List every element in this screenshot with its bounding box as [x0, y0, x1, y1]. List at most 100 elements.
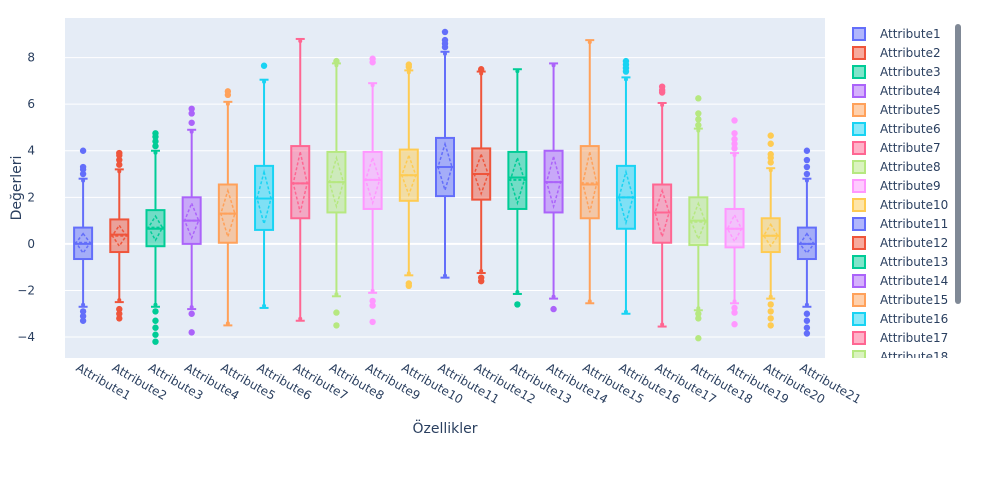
outlier-point — [116, 305, 123, 313]
outlier-point — [79, 147, 87, 154]
legend-item-attribute17[interactable]: Attribute17 — [852, 331, 948, 345]
legend-item-attribute14[interactable]: Attribute14 — [852, 274, 948, 288]
legend-item-attribute12[interactable]: Attribute12 — [852, 236, 948, 250]
outlier-point — [79, 163, 87, 171]
legend-label: Attribute17 — [880, 331, 948, 345]
outlier-point — [695, 315, 702, 322]
legend-swatch — [852, 331, 866, 345]
outlier-point — [767, 132, 774, 139]
outlier-point — [260, 62, 268, 69]
legend-label: Attribute8 — [880, 160, 941, 174]
y-tick-label: −4 — [17, 330, 35, 344]
legend-item-attribute9[interactable]: Attribute9 — [852, 179, 941, 193]
outlier-point — [477, 66, 485, 73]
legend-item-attribute6[interactable]: Attribute6 — [852, 122, 941, 136]
box-attribute15 — [579, 39, 600, 305]
outlier-point — [731, 135, 738, 143]
fence-point — [768, 168, 773, 173]
legend-swatch — [852, 217, 866, 231]
sd-diamond — [618, 169, 634, 226]
box-attribute2 — [109, 149, 130, 322]
outlier-point — [333, 322, 340, 329]
sd-diamond — [473, 152, 489, 196]
box-attribute12 — [471, 66, 492, 285]
outlier-point — [695, 310, 702, 317]
legend-item-attribute7[interactable]: Attribute7 — [852, 141, 941, 155]
outlier-point — [152, 324, 159, 331]
legend[interactable]: Attribute1 Attribute2 Attribute3 Attribute4… — [852, 27, 948, 364]
legend-item-attribute1[interactable]: Attribute1 — [852, 27, 941, 41]
fence-point — [406, 70, 411, 75]
legend-label: Attribute13 — [880, 255, 948, 269]
legend-swatch — [852, 293, 866, 307]
box-attribute14 — [543, 62, 564, 313]
legend-label: Attribute18 — [880, 350, 948, 364]
fence-point — [623, 309, 628, 314]
box-attribute20 — [760, 132, 781, 329]
legend-item-attribute11[interactable]: Attribute11 — [852, 217, 948, 231]
fence-point — [515, 69, 520, 74]
outlier-point — [152, 142, 159, 150]
sd-diamond — [437, 141, 453, 193]
outlier-point — [658, 83, 666, 90]
sd-diamond — [147, 214, 164, 242]
legend-swatch — [852, 103, 866, 117]
sd-diamond — [292, 151, 309, 213]
box-attribute6 — [254, 62, 275, 309]
outlier-point — [79, 170, 87, 178]
legend-item-attribute3[interactable]: Attribute3 — [852, 65, 941, 79]
outlier-point — [803, 147, 811, 154]
legend-scrollbar[interactable] — [955, 24, 961, 304]
fence-point — [732, 299, 737, 304]
fence-point — [370, 83, 375, 88]
y-tick-label: 2 — [27, 190, 35, 204]
legend-item-attribute4[interactable]: Attribute4 — [852, 84, 941, 98]
outlier-point — [369, 318, 376, 326]
legend-label: Attribute9 — [880, 179, 941, 193]
legend-swatch — [852, 198, 866, 212]
fence-point — [153, 150, 158, 155]
legend-swatch — [852, 46, 866, 60]
fence-point — [117, 298, 122, 303]
legend-item-attribute10[interactable]: Attribute10 — [852, 198, 948, 212]
outlier-point — [224, 88, 232, 95]
legend-item-attribute13[interactable]: Attribute13 — [852, 255, 948, 269]
sd-diamond — [328, 155, 345, 210]
legend-item-attribute18[interactable]: Attribute18 — [852, 350, 948, 364]
box-attribute9 — [362, 55, 383, 326]
outlier-point — [152, 331, 159, 338]
legend-swatch — [852, 160, 866, 174]
legend-item-attribute5[interactable]: Attribute5 — [852, 103, 941, 117]
legend-swatch — [852, 141, 866, 155]
sd-diamond — [545, 153, 562, 210]
outlier-point — [79, 312, 87, 320]
legend-label: Attribute5 — [880, 103, 941, 117]
fence-point — [551, 63, 556, 68]
box-body — [652, 183, 673, 244]
legend-swatch — [852, 65, 866, 79]
legend-item-attribute15[interactable]: Attribute15 — [852, 293, 948, 307]
outlier-point — [333, 57, 340, 65]
legend-item-attribute16[interactable]: Attribute16 — [852, 312, 948, 326]
outlier-point — [152, 130, 159, 137]
legend-swatch — [852, 312, 866, 326]
legend-label: Attribute14 — [880, 274, 948, 288]
y-axis-title: Değerleri — [9, 156, 25, 221]
outlier-point — [803, 156, 811, 164]
outlier-point — [333, 309, 340, 316]
outlier-point — [803, 163, 811, 171]
outlier-point — [550, 305, 557, 313]
fence-point — [334, 292, 339, 297]
box-attribute10 — [398, 61, 419, 290]
box-attribute4 — [181, 105, 202, 336]
outlier-point — [695, 95, 702, 102]
sd-diamond — [183, 201, 200, 240]
sd-diamond — [364, 155, 381, 206]
legend-item-attribute2[interactable]: Attribute2 — [852, 46, 941, 60]
fence-point — [551, 294, 556, 299]
legend-item-attribute8[interactable]: Attribute8 — [852, 160, 941, 174]
outlier-point — [441, 28, 449, 36]
fence-point — [479, 269, 484, 273]
outlier-point — [731, 321, 738, 328]
